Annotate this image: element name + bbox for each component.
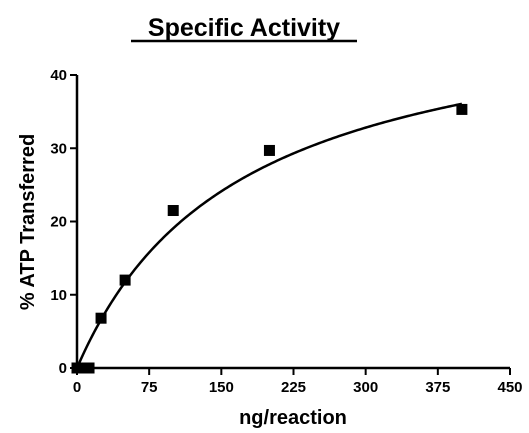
y-axis-ticks: 0 10 20 30 40 [50,67,77,377]
y-tick-label: 40 [50,67,67,84]
y-tick-label: 30 [50,140,67,157]
data-point [264,145,275,156]
data-point [96,313,107,324]
fit-curve [77,104,462,368]
data-point [84,363,95,374]
x-tick-label: 375 [425,379,450,396]
chart-title: Specific Activity [148,14,340,42]
x-tick-label: 225 [281,379,306,396]
x-tick-label: 300 [353,379,378,396]
y-axis-label: % ATP Transferred [17,134,39,310]
fit-curve-layer [77,104,462,368]
y-tick-label: 0 [59,360,67,377]
x-axis-label: ng/reaction [239,407,347,429]
y-tick-label: 10 [50,287,67,304]
x-tick-label: 150 [209,379,234,396]
x-tick-label: 0 [73,379,81,396]
y-tick-label: 20 [50,214,67,231]
data-points [72,104,468,374]
data-point [168,205,179,216]
x-tick-label: 75 [141,379,158,396]
x-axis-ticks: 0 75 150 225 300 375 450 [73,368,523,396]
x-tick-label: 450 [497,379,522,396]
data-point [456,104,467,115]
data-point [120,275,131,286]
